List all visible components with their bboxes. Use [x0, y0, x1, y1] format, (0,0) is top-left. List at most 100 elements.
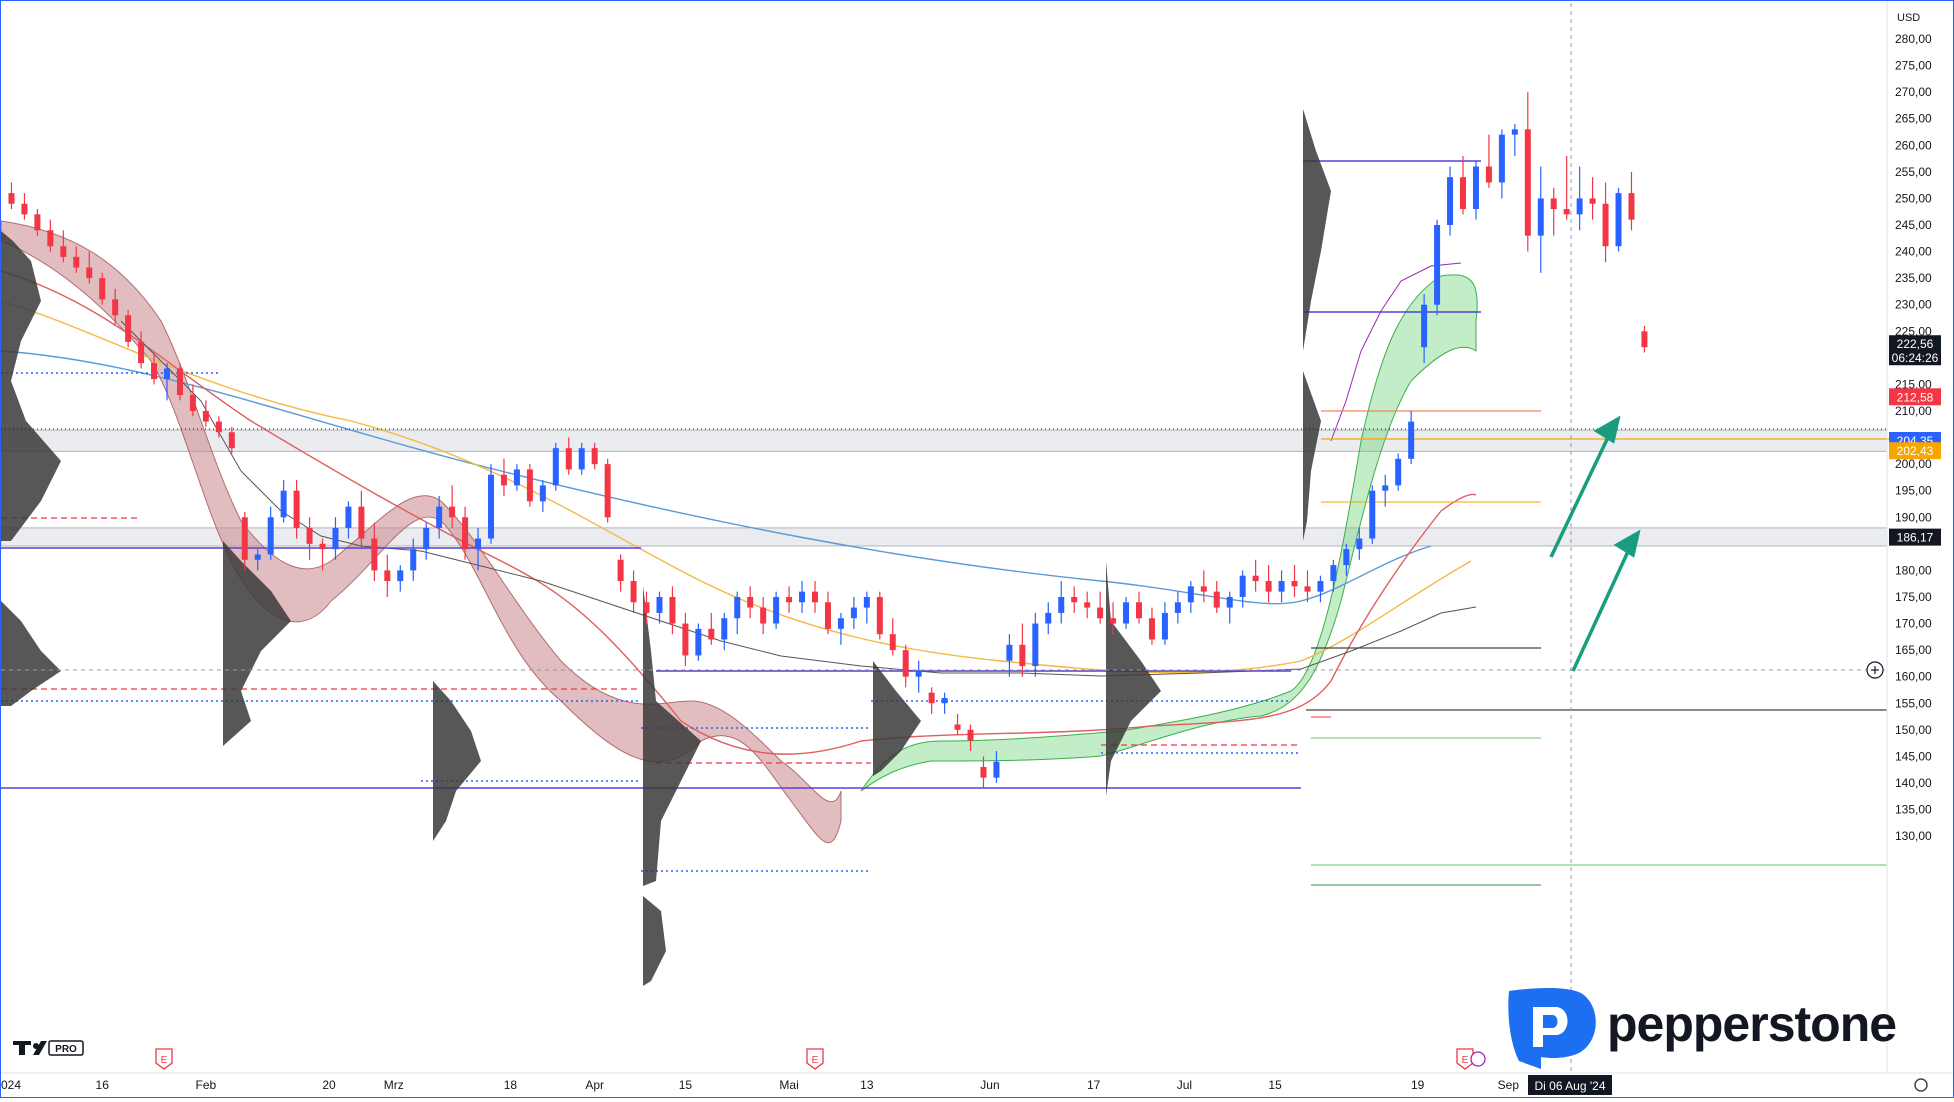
candle: [423, 522, 430, 560]
candle: [1369, 485, 1376, 544]
candle: [86, 251, 93, 284]
svg-text:PRO: PRO: [55, 1044, 77, 1055]
pepperstone-logo: pepperstone: [1508, 987, 1897, 1069]
arrow-up-2: [1571, 529, 1641, 672]
candle: [1136, 591, 1142, 624]
price-axis: USD 280,00 275,00 270,00 265,00 260,00 255,00…: [1886, 1, 1941, 1073]
dividend-icon[interactable]: [1470, 1051, 1486, 1067]
time-tick-label: 20: [322, 1078, 336, 1092]
candle: [1148, 607, 1155, 645]
candle: [643, 591, 650, 624]
price-tick-label: 160,00: [1895, 670, 1932, 684]
time-tick-label: Feb: [196, 1078, 217, 1092]
price-badge: 212,58: [1889, 388, 1941, 406]
candle: [539, 480, 546, 512]
candle: [462, 506, 469, 560]
candle: [837, 612, 844, 645]
settings-icon[interactable]: [1914, 1078, 1928, 1092]
price-tick-label: 140,00: [1895, 776, 1932, 790]
candle: [1317, 575, 1324, 603]
volume-profile-7: [1303, 109, 1331, 351]
candle: [1019, 623, 1026, 677]
volume-profile-1: [1, 231, 61, 541]
price-tick-label: 240,00: [1895, 245, 1932, 259]
candle: [1097, 591, 1104, 624]
candle: [1589, 177, 1596, 220]
add-alert-icon[interactable]: [1866, 661, 1884, 679]
tradingview-logo: PRO: [13, 1040, 84, 1056]
time-ticks: 024 16 Feb 20 Mrz 18 Apr 15 Mai 13 Jun 17 Jul 15 19 Sep…: [1, 1078, 1606, 1092]
price-tick-label: 135,00: [1895, 803, 1932, 817]
earnings-icon[interactable]: E: [155, 1048, 173, 1070]
price-badge: 186,17: [1889, 528, 1941, 546]
candle: [1472, 161, 1479, 220]
candle: [1356, 527, 1363, 560]
candle: [1641, 325, 1648, 353]
earnings-icon[interactable]: E: [1456, 1048, 1474, 1070]
price-badge-label: 222,56: [1897, 337, 1934, 351]
candle: [941, 692, 948, 714]
candle: [1045, 602, 1052, 635]
candle: [1330, 559, 1337, 592]
candle: [384, 554, 391, 597]
earnings-icon[interactable]: E: [806, 1048, 824, 1070]
candle: [254, 549, 261, 571]
candle: [306, 517, 313, 560]
candle: [1524, 92, 1531, 252]
candle: [1291, 565, 1298, 597]
time-tick-label: 19: [1411, 1078, 1425, 1092]
volume-profile-6: [1106, 561, 1161, 796]
time-tick-label: 17: [1087, 1078, 1101, 1092]
cursor-date-label: Di 06 Aug '24: [1534, 1079, 1605, 1093]
currency-label[interactable]: USD: [1897, 12, 1920, 24]
price-tick-label: 130,00: [1895, 829, 1932, 843]
price-tick-label: 200,00: [1895, 457, 1932, 471]
candle: [1382, 474, 1389, 507]
candle: [500, 458, 507, 497]
candle: [1252, 559, 1259, 592]
cursor-date-badge: Di 06 Aug '24: [1528, 1075, 1612, 1095]
candle: [176, 363, 183, 401]
candle: [967, 724, 974, 752]
price-tick-label: 210,00: [1895, 404, 1932, 418]
candle: [1395, 453, 1402, 491]
candle: [993, 751, 1000, 783]
candle: [202, 400, 209, 427]
candle: [8, 182, 15, 210]
candle: [1265, 565, 1272, 603]
candle: [1006, 634, 1013, 677]
candle: [1226, 591, 1233, 624]
price-tick-label: 230,00: [1895, 298, 1932, 312]
price-tick-label: 195,00: [1895, 484, 1932, 498]
candle: [112, 288, 119, 326]
candle: [656, 591, 663, 624]
candle: [164, 363, 170, 401]
candle: [513, 464, 520, 491]
svg-text:E: E: [812, 1055, 819, 1066]
time-tick-label: 13: [860, 1078, 874, 1092]
svg-text:E: E: [161, 1055, 168, 1066]
vwap-purple: [1330, 262, 1462, 442]
candle: [902, 644, 909, 688]
ma-orange: [0, 300, 1472, 674]
candle: [1576, 166, 1583, 231]
candle: [1447, 166, 1454, 236]
candle: [578, 442, 585, 475]
volume-profile-2: [223, 541, 291, 746]
candle: [1563, 155, 1570, 220]
candle: [824, 591, 831, 635]
candle: [1110, 602, 1117, 635]
candle: [682, 612, 689, 667]
candle: [488, 464, 494, 544]
volume-profile-7b: [1303, 371, 1321, 541]
candle: [397, 565, 404, 592]
candle: [591, 442, 598, 470]
candle: [1434, 219, 1441, 316]
candle: [980, 756, 987, 789]
price-tick-label: 245,00: [1895, 218, 1932, 232]
candle: [1602, 182, 1609, 263]
ma-red: [0, 270, 1477, 755]
candle: [617, 554, 624, 592]
price-tick-label: 260,00: [1895, 138, 1932, 152]
